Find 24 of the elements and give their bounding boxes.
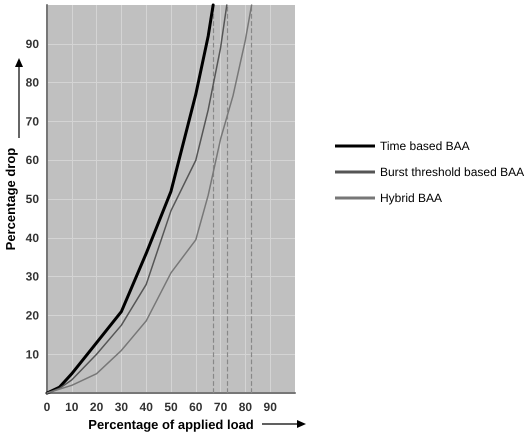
x-tick-label: 0 [44, 400, 51, 414]
x-tick-label: 90 [264, 400, 278, 414]
x-tick-label: 40 [140, 400, 154, 414]
y-tick-label: 10 [26, 347, 40, 362]
y-tick-label: 70 [26, 114, 40, 128]
y-tick-label: 90 [26, 36, 40, 51]
y-tick-label: 60 [26, 153, 40, 168]
y-tick-label: 50 [26, 192, 40, 206]
x-tick-label: 10 [65, 400, 79, 414]
y-tick-label: 40 [26, 230, 40, 245]
x-tick-label: 20 [90, 400, 104, 414]
legend-label: Burst threshold based BAA [380, 165, 524, 179]
x-tick-label: 30 [114, 400, 128, 414]
y-tick-label: 20 [26, 308, 40, 322]
x-axis-title: Percentage of applied load [88, 417, 254, 432]
y-axis-title: Percentage drop [3, 148, 18, 250]
x-tick-label: 80 [238, 400, 252, 414]
x-tick-label: 70 [214, 400, 228, 414]
legend-label: Time based BAA [380, 139, 470, 153]
y-tick-label: 30 [26, 270, 40, 284]
x-tick-label: 50 [164, 400, 178, 414]
y-tick-label: 80 [26, 76, 40, 90]
x-tick-label: 60 [189, 400, 203, 414]
legend-label: Hybrid BAA [380, 191, 442, 205]
